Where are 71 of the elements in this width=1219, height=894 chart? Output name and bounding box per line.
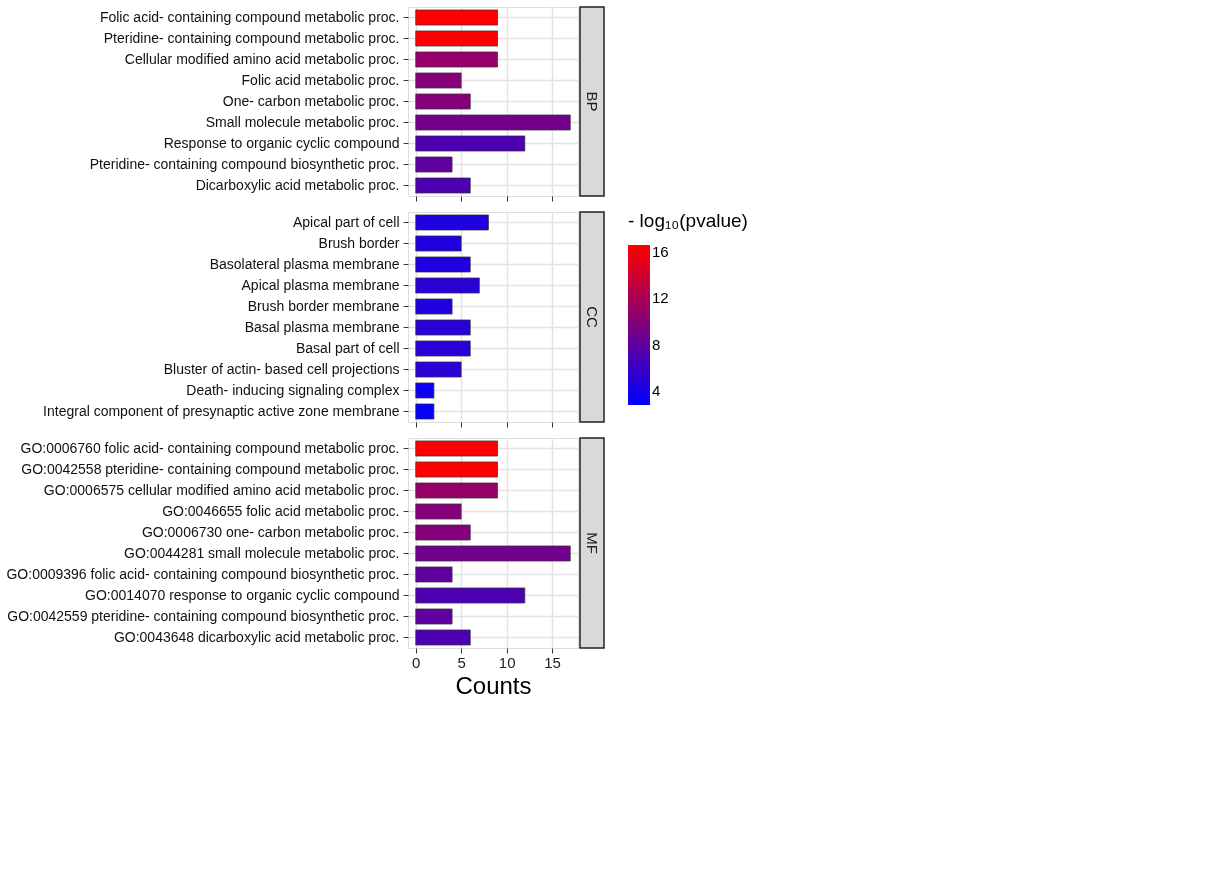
color-bar-title: - log₁₀(pvalue) (628, 210, 748, 231)
y-tick-label: Basolateral plasma membrane (209, 255, 400, 272)
y-tick-label: One- carbon metabolic proc. (222, 92, 400, 109)
bar (415, 156, 453, 173)
x-tick-label: 0 (412, 653, 421, 671)
y-tick-label: Bluster of actin- based cell projections (163, 360, 400, 377)
color-bar-label: 4 (652, 382, 661, 400)
bar (415, 403, 435, 420)
text: MF (584, 532, 601, 554)
bar (415, 361, 462, 378)
bar (415, 298, 453, 315)
y-tick-label: GO:0006575 cellular modified amino acid metabolic proc. (43, 481, 400, 498)
y-tick-label: Apical part of cell (292, 213, 400, 230)
bar (415, 72, 462, 89)
color-bar-label: 8 (652, 335, 661, 353)
y-tick-label: Brush border membrane (247, 297, 400, 314)
y-tick-label: Response to organic cyclic compound (163, 134, 400, 151)
y-tick-label: GO:0006730 one- carbon metabolic proc. (141, 523, 400, 540)
y-tick-label: Pteridine- containing compound biosynthetic proc. (89, 155, 400, 172)
y-tick-label: Small molecule metabolic proc. (205, 113, 400, 130)
color-bar-label: 16 (652, 242, 669, 260)
bar (415, 256, 471, 273)
bar (415, 566, 453, 583)
bar (415, 461, 498, 478)
y-tick-label: Integral component of presynaptic active zone membrane (43, 402, 400, 419)
bar (415, 482, 498, 499)
bar (415, 608, 453, 625)
y-tick-label: GO:0014070 response to organic cyclic compound (85, 586, 400, 603)
bar (415, 545, 571, 562)
bar (415, 30, 498, 47)
y-tick-label: GO:0046655 folic acid metabolic proc. (162, 502, 400, 519)
bar (415, 382, 435, 399)
color-bar-label: 12 (652, 289, 669, 307)
x-tick-label: 10 (498, 653, 516, 671)
bar (415, 524, 471, 541)
y-tick-label: Dicarboxylic acid metabolic proc. (195, 176, 400, 193)
y-tick-label: GO:0006760 folic acid- containing compound metabolic proc. (20, 439, 400, 456)
y-tick-label: GO:0009396 folic acid- containing compound biosynthetic proc. (6, 565, 400, 582)
bar (415, 214, 489, 231)
y-tick-label: GO:0044281 small molecule metabolic proc. (124, 544, 400, 561)
bar (415, 629, 471, 646)
bar (415, 235, 462, 252)
y-tick-label: Pteridine- containing compound metabolic proc. (103, 29, 400, 46)
bar (415, 340, 471, 357)
bar (415, 135, 526, 152)
y-tick-label: GO:0042558 pteridine- containing compound metabolic proc. (21, 460, 400, 477)
bar (415, 51, 498, 68)
text: BP (584, 91, 601, 112)
y-tick-label: Cellular modified amino acid metabolic proc. (124, 50, 400, 67)
y-tick-label: Brush border (318, 234, 400, 251)
x-tick-label: 5 (457, 653, 466, 671)
x-axis-title: Counts (455, 671, 532, 699)
y-tick-label: GO:0042559 pteridine- containing compound biosynthetic proc. (7, 607, 400, 624)
x-tick-label: 15 (544, 653, 561, 671)
bar (415, 503, 462, 520)
bar (415, 587, 526, 604)
bar (415, 9, 498, 26)
bar (415, 177, 471, 194)
bar (415, 440, 498, 457)
y-tick-label: Basal part of cell (296, 339, 400, 356)
y-tick-label: Basal plasma membrane (244, 318, 400, 335)
bar (415, 277, 480, 294)
bar (415, 319, 471, 336)
y-tick-label: Folic acid- containing compound metabolic proc. (99, 8, 400, 25)
y-tick-label: Folic acid metabolic proc. (241, 71, 400, 88)
y-tick-label: Apical plasma membrane (241, 276, 400, 293)
y-tick-label: GO:0043648 dicarboxylic acid metabolic proc. (113, 628, 400, 645)
bar (415, 93, 471, 110)
y-tick-label: Death- inducing signaling complex (186, 381, 400, 398)
bar (415, 114, 571, 131)
text: CC (584, 306, 601, 328)
